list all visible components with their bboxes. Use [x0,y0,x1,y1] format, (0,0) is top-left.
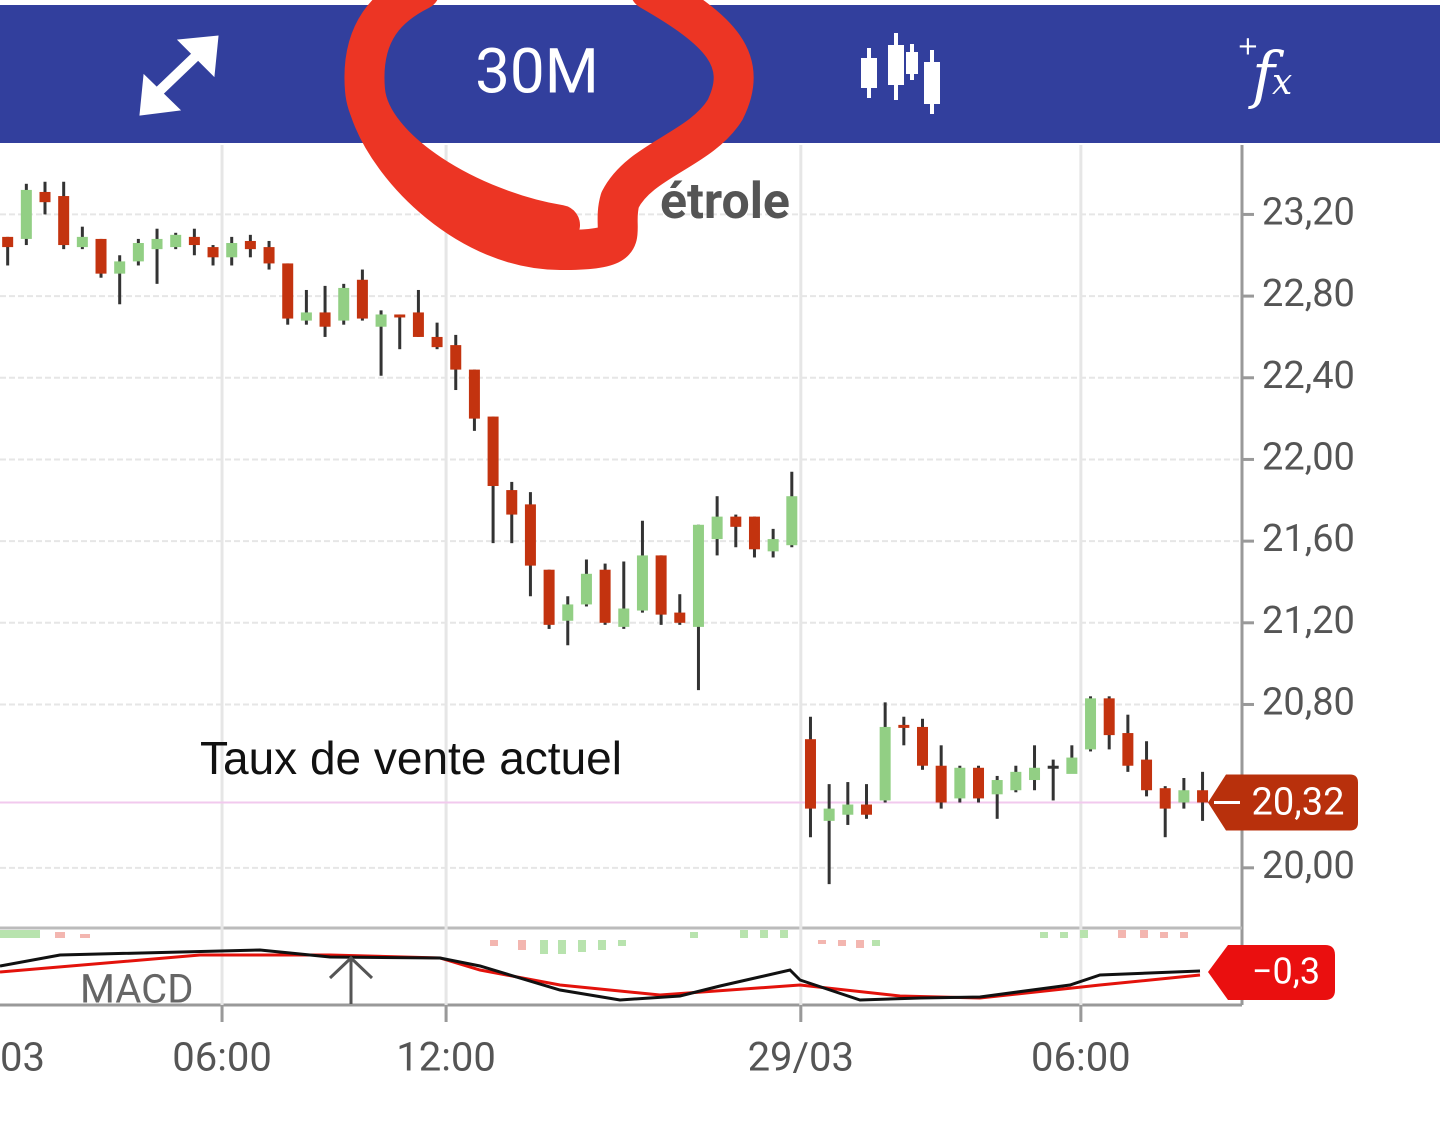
candle-body [1197,790,1209,803]
candle-body [543,569,555,625]
highlight-circle [344,0,754,270]
candle-body [431,336,443,348]
candle-body [1029,767,1041,781]
current-price-tag: 20,32 [1208,774,1358,831]
y-tick-label: 21,60 [1262,517,1355,561]
candle-body [1103,698,1115,736]
candle-body [76,236,88,248]
candle-body [786,496,798,546]
y-tick-label: 20,80 [1262,681,1355,725]
svg-text:x: x [1272,62,1292,103]
crosshair-cursor [328,955,374,1004]
x-tick-label: 03 [0,1034,45,1081]
x-tick-label: 06:00 [1031,1034,1131,1081]
candle-body [804,739,816,809]
expand-button[interactable] [139,35,219,116]
candle-body [898,724,910,728]
candle-body [730,516,742,527]
y-tick-label: 22,40 [1262,354,1355,398]
candle-body [114,261,126,274]
candle-body [917,726,928,766]
macd-value: −0,3 [1252,951,1320,993]
y-tick-label: 22,00 [1262,435,1355,479]
interval-button[interactable]: 30M [475,35,599,108]
candle-body [879,726,891,801]
candle-body [244,240,256,250]
candle-body [1178,790,1190,803]
candle-body [170,234,182,248]
candle-body [860,804,872,815]
y-tick-label: 22,80 [1262,272,1355,316]
candle-body [375,314,387,327]
candle-body [412,312,424,337]
x-tick-label: 12:00 [396,1034,496,1081]
candle-body [524,504,536,566]
candle-body [319,312,331,327]
candle-body [692,524,704,627]
candle-body [674,612,686,623]
macd-label: MACD [80,966,193,1013]
candle-body [767,539,779,552]
candle-body [506,490,518,515]
candle-body [58,196,70,246]
candle-body [711,516,723,540]
x-tick-label: 29/03 [748,1034,854,1081]
macd-line [0,948,1201,1002]
candle-body [263,247,275,264]
candle-body [842,804,854,815]
candle-body [151,238,163,250]
candle-body [618,608,630,627]
candle-body [1122,733,1134,766]
candle-body [2,236,14,248]
candle-body [450,345,462,370]
candle-body [1010,771,1022,791]
candle-body [973,767,985,799]
chart-title: étrole [660,173,790,231]
candle-body [562,604,574,621]
candle-body [1047,765,1059,769]
svg-text:+: + [1237,32,1259,62]
candle-body [207,247,219,258]
candle-body [1066,757,1078,774]
candle-body [226,243,238,258]
candle-body [1159,788,1171,809]
candle-body [655,555,667,615]
candle-body [599,569,611,623]
candle-body [132,243,144,262]
current-price-label: 20,32 [1252,781,1345,825]
candle-body [39,191,51,203]
candle-body [823,808,835,821]
y-tick-label: 23,20 [1262,190,1355,234]
current-price-box [1208,774,1358,831]
y-tick-label: 21,20 [1262,599,1355,643]
candle-body [338,287,350,321]
candle-body [300,312,312,321]
macd-value-tag: −0,3 [1208,945,1335,1000]
annotation: Taux de vente actuel [200,732,622,784]
candle-body [935,765,947,803]
candle-body [991,780,1003,795]
candle-body [748,516,760,550]
candle-body [954,767,966,799]
y-tick-label: 20,00 [1262,844,1355,888]
candle-body [282,263,294,319]
candle-body [580,573,592,605]
candle-body [1141,759,1153,791]
x-tick-label: 06:00 [172,1034,272,1081]
candle-body [394,314,406,318]
candle-body [356,279,368,319]
candle-body [487,416,499,486]
chart-type-button[interactable] [861,33,940,114]
candle-body [188,236,200,246]
candle-body [95,238,107,274]
candle-body [468,369,480,419]
candle-body [1085,698,1097,750]
candle-body [636,555,648,611]
macd-histogram [0,930,1188,954]
candle-body [20,189,32,239]
